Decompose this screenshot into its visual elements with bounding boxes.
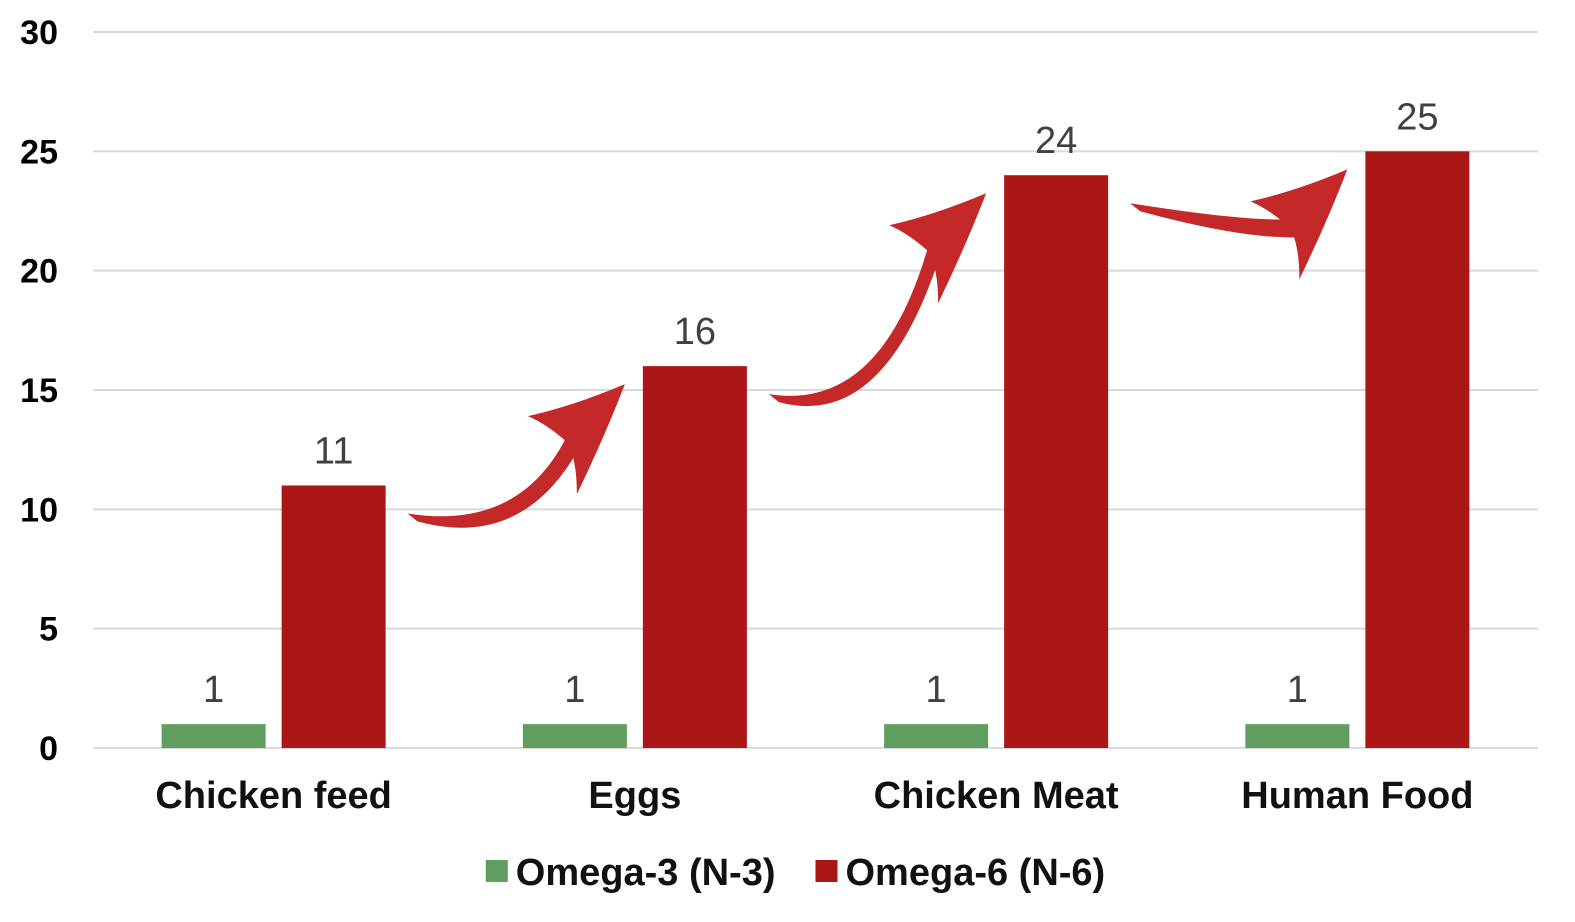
y-tick-label-5: 5: [39, 611, 58, 649]
trend-arrow-head-2: [889, 193, 987, 304]
x-tick-label-chicken-feed: Chicken feed: [155, 775, 392, 817]
legend-label-omega-3-n-3: Omega-3 (N-3): [516, 852, 776, 894]
legend-item-omega-3-n-3: Omega-3 (N-3): [485, 852, 776, 894]
data-label-omega-6-n-6-chicken-feed: 11: [314, 430, 353, 472]
bar-omega-6-n-6-eggs: [642, 366, 747, 748]
bar-omega-6-n-6-chicken-feed: [281, 485, 386, 748]
y-tick-label-10: 10: [20, 491, 58, 529]
y-tick-label-0: 0: [39, 730, 58, 768]
x-tick-label-chicken-meat: Chicken Meat: [874, 775, 1119, 817]
trend-arrow-head-3: [1250, 169, 1348, 280]
bar-omega-3-n-3-chicken-feed: [161, 724, 266, 748]
data-label-omega-3-n-3-human-food: 1: [1287, 669, 1308, 711]
legend-label-omega-6-n-6: Omega-6 (N-6): [846, 852, 1106, 894]
bar-omega-3-n-3-chicken-meat: [884, 724, 989, 748]
bar-omega-3-n-3-human-food: [1245, 724, 1350, 748]
x-tick-label-human-food: Human Food: [1241, 775, 1473, 817]
x-tick-label-eggs: Eggs: [588, 775, 681, 817]
data-label-omega-6-n-6-human-food: 25: [1396, 96, 1438, 138]
data-label-omega-3-n-3-chicken-feed: 1: [203, 669, 224, 711]
y-tick-label-15: 15: [20, 372, 58, 410]
data-label-omega-3-n-3-eggs: 1: [564, 669, 585, 711]
legend: Omega-3 (N-3) Omega-6 (N-6): [485, 852, 1106, 894]
y-tick-label-20: 20: [20, 253, 58, 291]
data-label-omega-6-n-6-eggs: 16: [674, 311, 716, 353]
trend-arrow-shaft-2: [768, 243, 939, 407]
trend-arrow-shaft-3: [1130, 203, 1300, 238]
y-tick-label-25: 25: [20, 133, 58, 171]
trend-arrows: [407, 169, 1348, 528]
trend-arrow-shaft-1: [407, 434, 577, 528]
trend-arrow-head-1: [527, 384, 625, 495]
legend-item-omega-6-n-6: Omega-6 (N-6): [815, 852, 1106, 894]
bar-omega-3-n-3-eggs: [522, 724, 627, 748]
x-axis: Chicken feed Eggs Chicken Meat Human Food: [155, 775, 1473, 817]
legend-swatch-omega-6-n-6: [815, 860, 838, 882]
data-label-omega-6-n-6-chicken-meat: 24: [1035, 120, 1077, 162]
bar-omega-6-n-6-human-food: [1365, 151, 1470, 749]
data-label-omega-3-n-3-chicken-meat: 1: [926, 669, 947, 711]
y-axis: 0 5 10 15 20 25 30: [20, 14, 58, 768]
bar-omega-6-n-6-chicken-meat: [1004, 175, 1109, 748]
bars: [161, 151, 1470, 749]
legend-swatch-omega-3-n-3: [485, 860, 508, 882]
y-tick-label-30: 30: [20, 14, 58, 52]
